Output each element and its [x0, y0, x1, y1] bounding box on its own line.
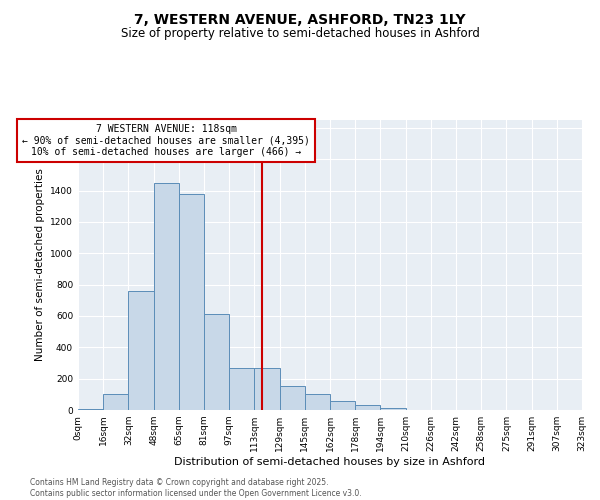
Text: Size of property relative to semi-detached houses in Ashford: Size of property relative to semi-detach…: [121, 28, 479, 40]
Bar: [229, 368, 254, 410]
Bar: [78, 409, 103, 410]
Y-axis label: Number of semi-detached properties: Number of semi-detached properties: [35, 168, 44, 362]
Bar: [355, 406, 380, 410]
Bar: [305, 394, 330, 410]
Bar: [204, 314, 229, 410]
Bar: [128, 291, 154, 410]
Text: 7 WESTERN AVENUE: 118sqm
← 90% of semi-detached houses are smaller (4,395)
10% o: 7 WESTERN AVENUE: 118sqm ← 90% of semi-d…: [22, 124, 310, 157]
Text: Contains HM Land Registry data © Crown copyright and database right 2025.
Contai: Contains HM Land Registry data © Crown c…: [30, 478, 362, 498]
Text: 7, WESTERN AVENUE, ASHFORD, TN23 1LY: 7, WESTERN AVENUE, ASHFORD, TN23 1LY: [134, 12, 466, 26]
Bar: [280, 386, 305, 410]
Bar: [380, 408, 406, 410]
Bar: [154, 182, 179, 410]
Bar: [103, 394, 128, 410]
Bar: [330, 402, 355, 410]
X-axis label: Distribution of semi-detached houses by size in Ashford: Distribution of semi-detached houses by …: [175, 457, 485, 467]
Bar: [254, 368, 280, 410]
Bar: [179, 194, 204, 410]
